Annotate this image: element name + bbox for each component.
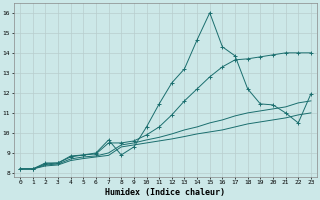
X-axis label: Humidex (Indice chaleur): Humidex (Indice chaleur): [106, 188, 226, 197]
